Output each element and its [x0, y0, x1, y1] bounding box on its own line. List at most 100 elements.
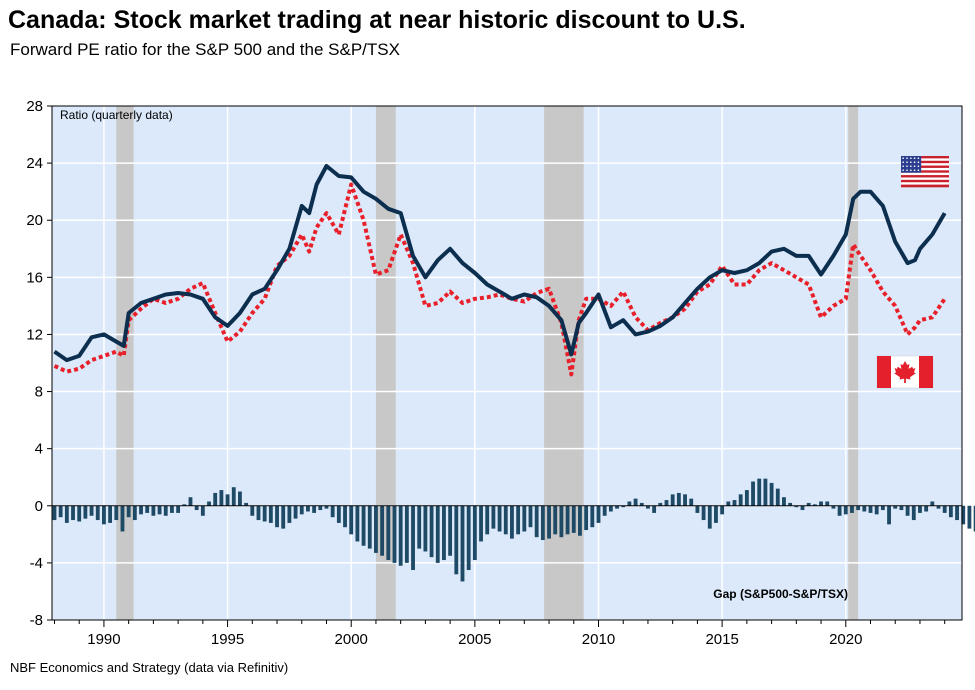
us-flag-star	[910, 169, 912, 171]
gap-bar	[899, 505, 904, 511]
gap-bar	[590, 505, 595, 528]
gap-bar	[695, 505, 700, 513]
gap-bar	[293, 505, 298, 519]
gap-bar	[194, 505, 199, 511]
x-tick-label: 1995	[211, 631, 244, 648]
canada-flag-icon	[876, 355, 934, 389]
us-flag-star	[917, 169, 920, 171]
gap-bar	[744, 490, 749, 506]
y-tick-label: -4	[30, 555, 43, 572]
gap-bars	[52, 478, 975, 582]
gap-bar	[374, 505, 378, 553]
gap-bar	[262, 505, 267, 522]
gap-bar	[676, 492, 681, 506]
gap-bar	[207, 501, 211, 506]
us-flag-star	[910, 161, 912, 163]
gap-bar	[306, 505, 310, 512]
gap-bar	[714, 505, 718, 523]
gap-bar	[862, 505, 867, 512]
gap-bar	[429, 505, 434, 558]
gap-bar	[120, 505, 125, 532]
gap-bar	[547, 505, 551, 539]
pe-ratio-chart: -8 -4 0 4 8 12 16 20 24 28 1990 1995 2000 2005 2010 201…	[26, 98, 975, 648]
us-flag-star	[906, 157, 908, 159]
us-flag-icon	[901, 156, 949, 188]
gap-bar	[442, 505, 446, 561]
gap-bar	[219, 490, 224, 506]
chart-subtitle: Forward PE ratio for the S&P 500 and the…	[10, 40, 400, 59]
gap-bar	[330, 505, 335, 518]
gap-bar	[139, 505, 143, 515]
gap-bar	[58, 505, 63, 518]
gap-bar	[170, 505, 174, 513]
gap-bar	[404, 505, 409, 563]
gap-bar	[182, 504, 187, 506]
gap-bar	[602, 505, 607, 516]
gap-bar	[837, 505, 842, 516]
us-flag-stripe	[901, 184, 949, 188]
gap-bar	[448, 505, 453, 556]
us-flag-stripe	[901, 163, 949, 166]
us-flag-star	[910, 157, 912, 159]
gap-bar	[955, 505, 959, 521]
us-flag-stripe	[901, 165, 949, 169]
chart-title: Canada: Stock market trading at near his…	[8, 6, 746, 34]
gap-bar	[670, 494, 675, 506]
gap-bar	[89, 505, 94, 516]
gap-bar	[454, 505, 459, 575]
gap-bar	[812, 504, 817, 506]
us-flag-stripe	[901, 177, 949, 181]
gap-bar	[318, 505, 323, 511]
gap-bar	[64, 505, 69, 523]
gap-bar	[559, 505, 564, 538]
gap-bar	[732, 500, 737, 506]
plot-area	[52, 106, 962, 620]
gap-bar	[349, 505, 354, 535]
gap-bar	[367, 505, 372, 549]
gap-bar	[71, 505, 75, 521]
y-tick-label: 0	[35, 498, 43, 515]
us-flag-star	[913, 157, 916, 159]
us-flag-star	[902, 157, 904, 159]
gap-bar	[794, 505, 799, 508]
us-flag-star	[913, 169, 916, 171]
gap-bar	[275, 505, 279, 528]
gap-bar	[646, 505, 650, 509]
gap-bar	[114, 505, 119, 521]
us-flag-stripe	[901, 179, 949, 183]
us-flag-stripe	[901, 160, 949, 164]
gap-bar	[312, 505, 317, 513]
x-tick-label: 2010	[582, 631, 615, 648]
gap-bar	[479, 505, 483, 542]
y-axis-label: Ratio (quarterly data)	[60, 108, 173, 122]
gap-bar	[157, 505, 162, 515]
y-tick-label: 28	[26, 98, 43, 115]
gap-bar	[775, 488, 780, 506]
gap-bar	[231, 487, 236, 506]
gap-bar	[398, 505, 403, 566]
gap-bar	[825, 501, 830, 506]
gap-bar	[435, 505, 440, 563]
gap-bar	[738, 494, 743, 506]
gap-bar	[510, 505, 514, 539]
gap-bar	[102, 505, 106, 525]
gap-bar	[880, 505, 885, 511]
gap-bar	[491, 505, 496, 529]
gap-bar	[108, 505, 113, 523]
recession-band-1	[375, 106, 396, 620]
gap-bar	[757, 478, 762, 506]
gap-bar	[268, 505, 273, 523]
gap-bar	[633, 498, 638, 506]
gap-bar	[386, 505, 391, 561]
us-flag-star	[913, 165, 916, 167]
us-flag-stripe	[901, 175, 949, 178]
gap-bar	[930, 501, 935, 506]
gap-bar	[411, 505, 415, 571]
gap-bar	[126, 505, 131, 518]
gap-bar	[652, 505, 657, 513]
gap-bar	[578, 505, 582, 536]
gap-bar	[819, 501, 823, 506]
gap-bar	[299, 505, 304, 515]
gap-bar	[751, 481, 755, 506]
gap-bar	[967, 505, 972, 529]
